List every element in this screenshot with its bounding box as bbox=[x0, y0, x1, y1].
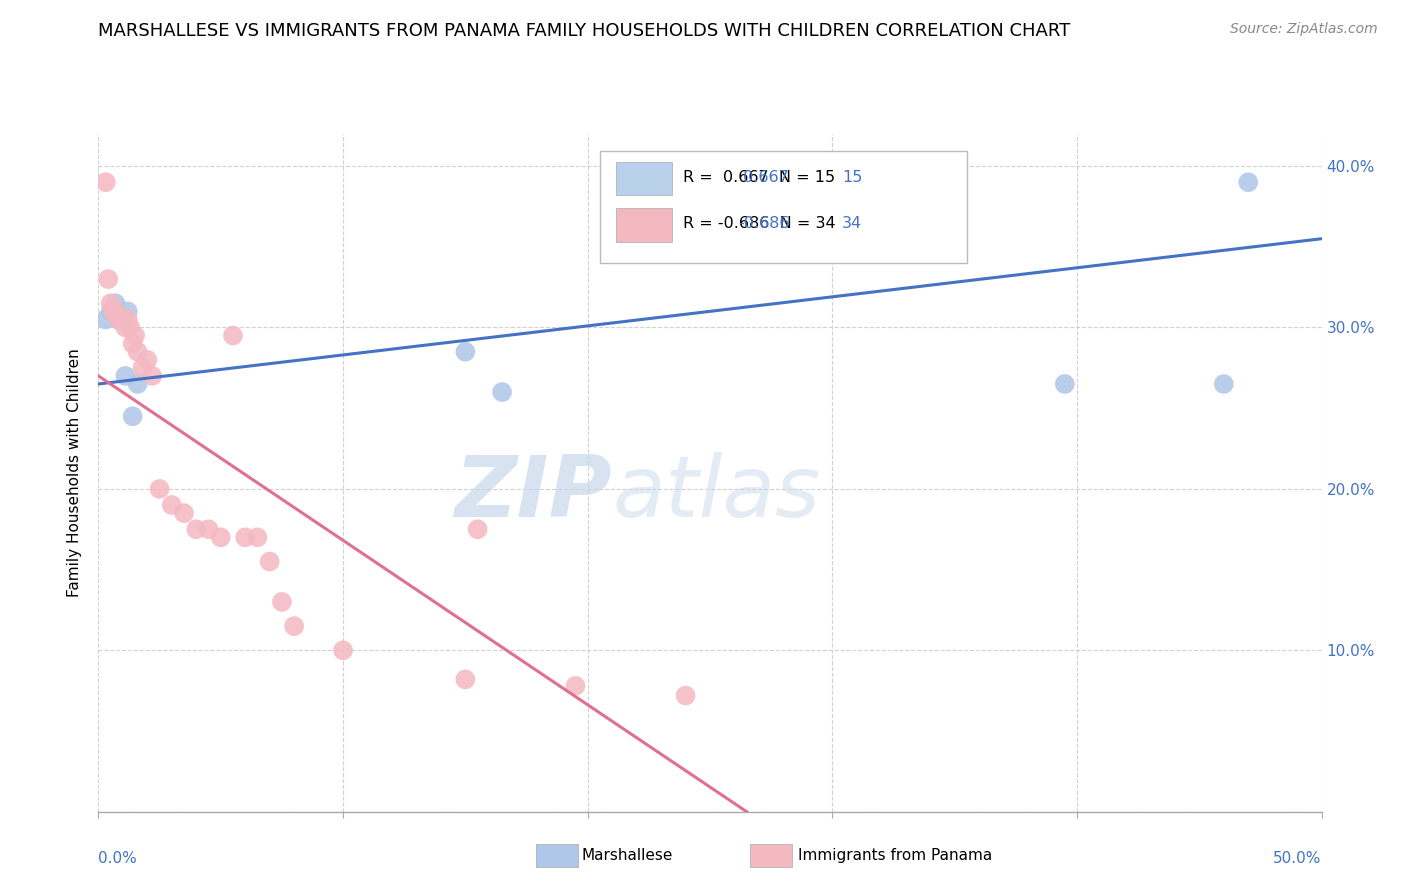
Point bbox=[100, 304, 122, 318]
Point bbox=[121, 336, 143, 351]
Y-axis label: Family Households with Children: Family Households with Children bbox=[67, 349, 83, 597]
Point bbox=[101, 304, 124, 318]
Point bbox=[121, 409, 143, 424]
Text: ZIP: ZIP bbox=[454, 451, 612, 534]
Text: Immigrants from Panama: Immigrants from Panama bbox=[799, 848, 993, 863]
Point bbox=[149, 482, 172, 496]
Point bbox=[127, 344, 149, 359]
Point bbox=[114, 368, 136, 383]
Point bbox=[454, 344, 477, 359]
Point bbox=[127, 376, 149, 391]
Point bbox=[233, 530, 256, 544]
Text: R =  0.667  N = 15: R = 0.667 N = 15 bbox=[683, 170, 835, 186]
Point bbox=[111, 312, 134, 326]
Point bbox=[1237, 175, 1260, 189]
Text: 34: 34 bbox=[842, 217, 862, 231]
Point bbox=[160, 498, 183, 512]
Point bbox=[136, 352, 159, 367]
Point bbox=[1212, 376, 1234, 391]
Point bbox=[491, 385, 513, 400]
Text: MARSHALLESE VS IMMIGRANTS FROM PANAMA FAMILY HOUSEHOLDS WITH CHILDREN CORRELATIO: MARSHALLESE VS IMMIGRANTS FROM PANAMA FA… bbox=[98, 22, 1071, 40]
Text: Source: ZipAtlas.com: Source: ZipAtlas.com bbox=[1230, 22, 1378, 37]
Point bbox=[454, 673, 477, 687]
FancyBboxPatch shape bbox=[616, 162, 672, 195]
Point bbox=[283, 619, 305, 633]
Point bbox=[104, 304, 127, 318]
Point bbox=[259, 555, 281, 569]
Point bbox=[94, 175, 117, 189]
Text: 0.0%: 0.0% bbox=[98, 851, 138, 866]
Text: 15: 15 bbox=[842, 170, 862, 186]
FancyBboxPatch shape bbox=[751, 844, 792, 867]
FancyBboxPatch shape bbox=[600, 151, 967, 262]
Text: 50.0%: 50.0% bbox=[1274, 851, 1322, 866]
Point bbox=[141, 368, 163, 383]
FancyBboxPatch shape bbox=[616, 209, 672, 242]
Point bbox=[111, 312, 134, 326]
Point bbox=[675, 689, 697, 703]
Point bbox=[332, 643, 354, 657]
Point bbox=[1053, 376, 1076, 391]
Point bbox=[117, 304, 139, 318]
Point bbox=[246, 530, 269, 544]
Point bbox=[97, 272, 120, 286]
Point bbox=[186, 522, 208, 536]
Point bbox=[564, 679, 586, 693]
Point bbox=[107, 312, 129, 326]
Text: atlas: atlas bbox=[612, 451, 820, 534]
Point bbox=[467, 522, 489, 536]
Text: -0.686: -0.686 bbox=[738, 217, 790, 231]
Point bbox=[173, 506, 195, 520]
Point bbox=[131, 360, 153, 375]
Point bbox=[209, 530, 232, 544]
Point bbox=[94, 312, 117, 326]
Text: R = -0.686  N = 34: R = -0.686 N = 34 bbox=[683, 217, 835, 231]
Point bbox=[107, 312, 129, 326]
Point bbox=[124, 328, 146, 343]
Point bbox=[117, 312, 139, 326]
Point bbox=[104, 296, 127, 310]
FancyBboxPatch shape bbox=[536, 844, 578, 867]
Point bbox=[120, 320, 142, 334]
Text: 0.667: 0.667 bbox=[738, 170, 789, 186]
Point bbox=[222, 328, 245, 343]
Point bbox=[100, 296, 122, 310]
Point bbox=[197, 522, 219, 536]
Point bbox=[114, 320, 136, 334]
Text: Marshallese: Marshallese bbox=[582, 848, 673, 863]
Point bbox=[110, 312, 132, 326]
Point bbox=[270, 595, 294, 609]
